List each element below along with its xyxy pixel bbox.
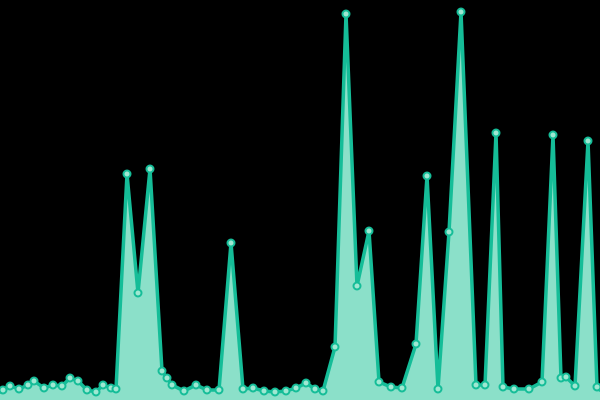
data-point-marker[interactable]	[0, 385, 8, 395]
data-point-marker[interactable]	[386, 382, 396, 392]
data-point-marker[interactable]	[411, 339, 421, 349]
data-point-marker[interactable]	[592, 382, 600, 392]
data-point-marker[interactable]	[310, 384, 320, 394]
data-point-marker[interactable]	[29, 376, 39, 386]
area-fill	[0, 12, 600, 400]
data-point-marker[interactable]	[570, 381, 580, 391]
data-point-marker[interactable]	[456, 7, 466, 17]
data-point-marker[interactable]	[238, 384, 248, 394]
data-point-marker[interactable]	[57, 381, 67, 391]
data-point-marker[interactable]	[330, 342, 340, 352]
data-point-marker[interactable]	[537, 377, 547, 387]
data-point-marker[interactable]	[318, 386, 328, 396]
data-point-marker[interactable]	[561, 372, 571, 382]
data-point-marker[interactable]	[167, 380, 177, 390]
data-point-marker[interactable]	[226, 238, 236, 248]
data-point-marker[interactable]	[73, 376, 83, 386]
data-point-marker[interactable]	[352, 281, 362, 291]
data-point-marker[interactable]	[422, 171, 432, 181]
data-point-marker[interactable]	[364, 226, 374, 236]
data-point-marker[interactable]	[509, 384, 519, 394]
data-point-marker[interactable]	[157, 366, 167, 376]
data-point-marker[interactable]	[98, 380, 108, 390]
data-point-marker[interactable]	[14, 384, 24, 394]
data-point-marker[interactable]	[179, 386, 189, 396]
data-point-marker[interactable]	[548, 130, 558, 140]
data-point-marker[interactable]	[191, 380, 201, 390]
series-line	[0, 10, 600, 394]
data-point-marker[interactable]	[162, 373, 172, 383]
data-point-marker[interactable]	[259, 386, 269, 396]
data-point-marker[interactable]	[480, 380, 490, 390]
data-point-marker[interactable]	[111, 384, 121, 394]
data-point-marker[interactable]	[491, 128, 501, 138]
data-point-marker[interactable]	[82, 385, 92, 395]
data-point-marker[interactable]	[270, 387, 280, 397]
data-point-marker[interactable]	[202, 385, 212, 395]
data-point-marker[interactable]	[248, 383, 258, 393]
data-point-marker[interactable]	[341, 9, 351, 19]
data-point-marker[interactable]	[291, 383, 301, 393]
data-point-marker[interactable]	[471, 380, 481, 390]
data-point-marker[interactable]	[122, 169, 132, 179]
data-point-marker[interactable]	[433, 384, 443, 394]
data-point-marker[interactable]	[397, 383, 407, 393]
data-point-marker[interactable]	[583, 136, 593, 146]
data-point-marker[interactable]	[65, 373, 75, 383]
data-point-marker[interactable]	[39, 383, 49, 393]
data-point-marker[interactable]	[133, 288, 143, 298]
data-point-marker[interactable]	[145, 164, 155, 174]
data-point-marker[interactable]	[374, 377, 384, 387]
data-point-marker[interactable]	[301, 378, 311, 388]
data-point-marker[interactable]	[281, 386, 291, 396]
data-point-marker[interactable]	[5, 381, 15, 391]
data-point-marker[interactable]	[498, 382, 508, 392]
data-point-marker[interactable]	[444, 227, 454, 237]
data-point-marker[interactable]	[214, 385, 224, 395]
data-point-marker[interactable]	[48, 380, 58, 390]
data-point-marker[interactable]	[524, 384, 534, 394]
data-point-marker[interactable]	[91, 387, 101, 397]
data-point-marker[interactable]	[23, 380, 33, 390]
